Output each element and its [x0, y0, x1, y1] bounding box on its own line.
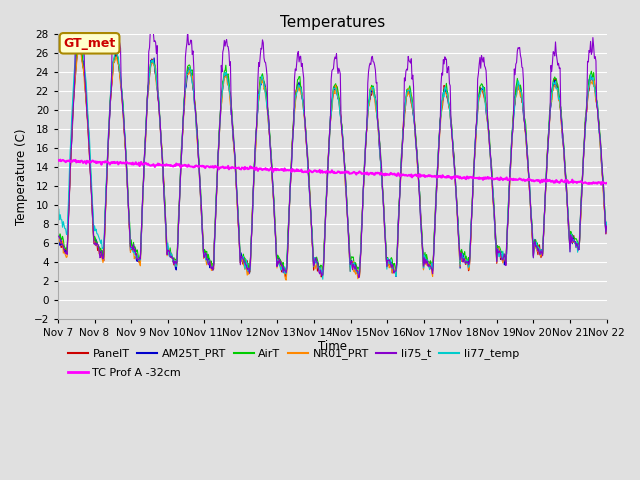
X-axis label: Time: Time — [318, 340, 347, 353]
Text: GT_met: GT_met — [63, 37, 116, 50]
Title: Temperatures: Temperatures — [280, 15, 385, 30]
Y-axis label: Temperature (C): Temperature (C) — [15, 129, 28, 225]
Legend: TC Prof A -32cm: TC Prof A -32cm — [63, 363, 186, 383]
